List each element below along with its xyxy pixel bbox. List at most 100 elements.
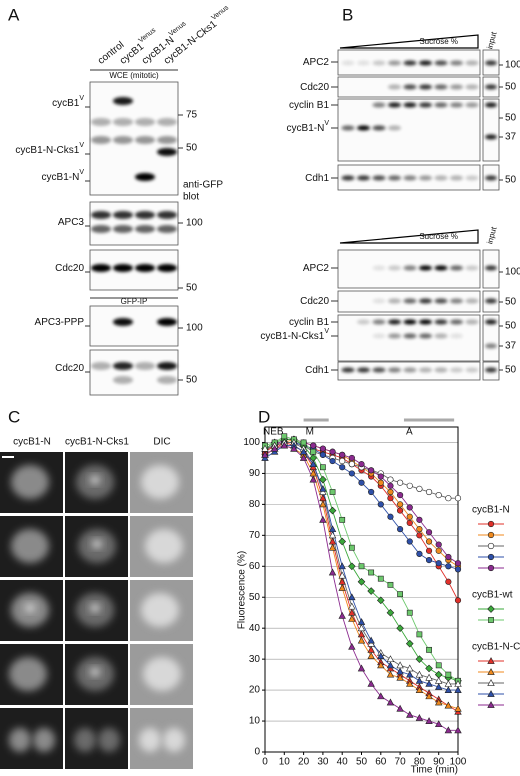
data-point xyxy=(348,614,356,622)
band xyxy=(157,264,177,272)
x-tick-label: 60 xyxy=(375,757,387,768)
band xyxy=(388,298,401,304)
blot-note: blot xyxy=(183,192,199,203)
data-point xyxy=(435,662,442,669)
data-point xyxy=(309,475,317,483)
column-label: cycB1-N xyxy=(13,437,51,448)
band xyxy=(113,376,133,384)
data-point xyxy=(261,450,269,458)
data-point xyxy=(415,655,424,663)
band xyxy=(388,333,401,339)
mw-marker: 75 xyxy=(186,110,198,121)
data-point xyxy=(339,451,346,458)
band xyxy=(403,333,417,339)
data-point xyxy=(328,568,337,576)
data-point xyxy=(387,581,394,588)
gradient-wedge xyxy=(339,34,479,49)
data-point xyxy=(445,563,452,570)
data-point xyxy=(435,547,442,554)
row-label-sup: V xyxy=(324,328,329,335)
data-point xyxy=(310,448,317,455)
band xyxy=(372,175,386,181)
row-label-sup: V xyxy=(79,169,84,176)
data-point xyxy=(445,671,452,678)
series-line xyxy=(264,445,458,731)
panel-letter: D xyxy=(258,407,270,426)
data-point xyxy=(425,538,433,545)
band xyxy=(419,298,432,304)
data-point xyxy=(270,444,279,452)
phase-label: A xyxy=(406,427,413,438)
band xyxy=(450,84,463,90)
band xyxy=(403,319,417,325)
data-point xyxy=(368,488,375,496)
band xyxy=(113,318,133,326)
cell-spot xyxy=(90,668,100,676)
band xyxy=(357,367,370,373)
gradient-label: Sucrose % xyxy=(419,232,458,241)
row-label: APC2 xyxy=(303,263,330,274)
data-point xyxy=(397,501,404,508)
data-point xyxy=(368,569,375,576)
mw-marker: 50 xyxy=(505,321,517,332)
data-point xyxy=(397,526,404,533)
band xyxy=(135,118,155,126)
band xyxy=(157,136,177,144)
legend-marker xyxy=(487,564,495,572)
band xyxy=(113,136,133,144)
data-point xyxy=(397,507,404,514)
blot-header: WCE (mitotic) xyxy=(109,71,159,80)
data-point xyxy=(358,479,365,486)
data-point xyxy=(397,491,404,499)
legend-marker xyxy=(487,690,495,697)
data-point xyxy=(376,596,385,605)
band xyxy=(388,367,401,373)
band xyxy=(341,60,355,66)
data-point xyxy=(425,556,433,564)
band xyxy=(341,125,355,131)
data-point xyxy=(406,670,414,678)
data-point xyxy=(425,529,433,536)
data-point xyxy=(434,698,443,706)
row-label-main: Cdh1 xyxy=(305,173,329,184)
x-tick-label: 20 xyxy=(298,757,310,768)
legend-marker xyxy=(487,520,495,528)
data-point xyxy=(396,661,404,669)
mw-marker: 100 xyxy=(505,60,520,71)
data-point xyxy=(339,516,346,523)
data-point xyxy=(357,577,366,586)
mw-marker: 37 xyxy=(505,132,517,143)
data-point xyxy=(406,609,413,616)
data-point xyxy=(319,445,327,452)
data-point xyxy=(454,560,462,567)
cell xyxy=(139,728,161,752)
data-point xyxy=(348,593,356,601)
y-tick-label: 60 xyxy=(249,561,261,572)
cell-spot xyxy=(25,604,35,612)
band xyxy=(388,125,401,131)
band xyxy=(485,102,497,108)
band xyxy=(357,60,370,66)
column-label: cycB1-N-Cks1 xyxy=(65,437,129,448)
band xyxy=(372,367,386,373)
plot-frame xyxy=(264,426,459,753)
band xyxy=(450,298,463,304)
data-point xyxy=(387,488,394,496)
cell xyxy=(141,593,179,627)
legend-marker xyxy=(487,531,495,539)
x-tick-label: 80 xyxy=(414,757,426,768)
row-label: Cdc20 xyxy=(300,296,329,307)
data-point xyxy=(338,537,347,546)
data-point xyxy=(339,464,346,471)
band xyxy=(135,362,155,370)
data-point xyxy=(339,457,346,465)
data-point xyxy=(367,587,375,595)
data-point xyxy=(386,661,395,669)
band xyxy=(372,60,386,66)
band xyxy=(419,367,432,373)
band xyxy=(434,319,448,325)
band xyxy=(403,367,417,373)
row-label-main: Cdc20 xyxy=(300,296,329,307)
legend-group-label: cycB1-N xyxy=(472,505,510,516)
